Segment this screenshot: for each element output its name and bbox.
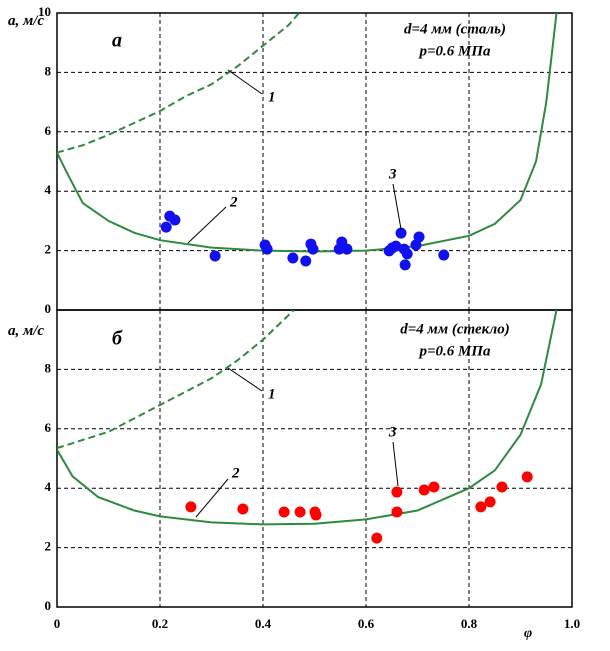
annotation: 2 bbox=[231, 465, 240, 481]
annotation: d=4 мм (сталь) bbox=[404, 21, 506, 37]
annotation: p=0.6 МПа bbox=[417, 343, 491, 359]
x-tick-label: 0.6 bbox=[358, 616, 375, 631]
data-point bbox=[160, 221, 172, 233]
data-point bbox=[261, 243, 273, 255]
data-point bbox=[169, 214, 181, 226]
x-tick-label: 0 bbox=[54, 616, 61, 631]
data-point bbox=[287, 252, 299, 264]
y-tick-label: 0 bbox=[45, 598, 52, 613]
data-point bbox=[300, 255, 312, 267]
x-tick-label: 1.0 bbox=[564, 616, 580, 631]
y-tick-label: 2 bbox=[45, 539, 52, 554]
data-point bbox=[391, 486, 403, 498]
data-point bbox=[418, 484, 430, 496]
leader-line bbox=[392, 183, 402, 230]
leader-line bbox=[195, 478, 229, 518]
data-point bbox=[307, 243, 319, 255]
data-point bbox=[521, 471, 533, 483]
data-point bbox=[401, 248, 413, 260]
line-series bbox=[57, 13, 300, 154]
y-tick-label: 0 bbox=[45, 301, 52, 316]
x-tick-label: 0.4 bbox=[255, 616, 272, 631]
data-point bbox=[310, 509, 322, 521]
y-axis-label: a, м/с bbox=[7, 13, 45, 29]
y-tick-label: 10 bbox=[38, 4, 51, 19]
annotation: p=0.6 МПа bbox=[417, 43, 491, 59]
data-point bbox=[438, 249, 450, 261]
data-point bbox=[278, 506, 290, 518]
data-point bbox=[237, 503, 249, 515]
annotation: а bbox=[112, 30, 122, 52]
x-tick-label: 0.2 bbox=[152, 616, 168, 631]
data-point bbox=[341, 243, 353, 255]
leader-line bbox=[187, 206, 227, 244]
data-point bbox=[294, 506, 306, 518]
x-tick-label: 0.8 bbox=[461, 616, 478, 631]
data-point bbox=[475, 501, 487, 513]
data-point bbox=[413, 231, 425, 243]
x-axis-label: φ bbox=[524, 626, 532, 641]
data-point bbox=[395, 227, 407, 239]
leader-line bbox=[227, 69, 263, 95]
annotation: 3 bbox=[388, 424, 397, 440]
data-point bbox=[496, 481, 508, 493]
annotation: 1 bbox=[268, 89, 276, 105]
plot-area bbox=[57, 310, 558, 526]
plot-frame bbox=[56, 309, 573, 608]
y-tick-label: 4 bbox=[45, 182, 52, 197]
y-tick-label: 4 bbox=[45, 479, 52, 494]
annotation: 2 bbox=[229, 194, 238, 210]
data-point bbox=[399, 259, 411, 271]
y-tick-label: 2 bbox=[45, 242, 52, 257]
y-tick-label: 8 bbox=[45, 360, 52, 375]
line-series bbox=[57, 310, 295, 450]
annotation: 3 bbox=[388, 166, 397, 182]
y-tick-label: 8 bbox=[45, 63, 52, 78]
y-axis-label: a, м/с bbox=[7, 323, 45, 339]
plot-frame bbox=[56, 12, 573, 311]
annotation: d=4 мм (стекло) bbox=[400, 321, 509, 337]
data-point bbox=[484, 496, 496, 508]
data-point bbox=[428, 481, 440, 493]
y-tick-label: 6 bbox=[45, 123, 52, 138]
y-tick-label: 6 bbox=[45, 420, 52, 435]
annotation: 1 bbox=[268, 386, 276, 402]
data-point bbox=[185, 501, 197, 513]
data-point bbox=[209, 250, 221, 262]
data-point bbox=[391, 506, 403, 518]
leader-line bbox=[227, 367, 263, 392]
leader-line bbox=[392, 441, 399, 487]
annotation: б bbox=[112, 328, 123, 350]
data-point bbox=[371, 532, 383, 544]
line-series bbox=[57, 310, 558, 526]
